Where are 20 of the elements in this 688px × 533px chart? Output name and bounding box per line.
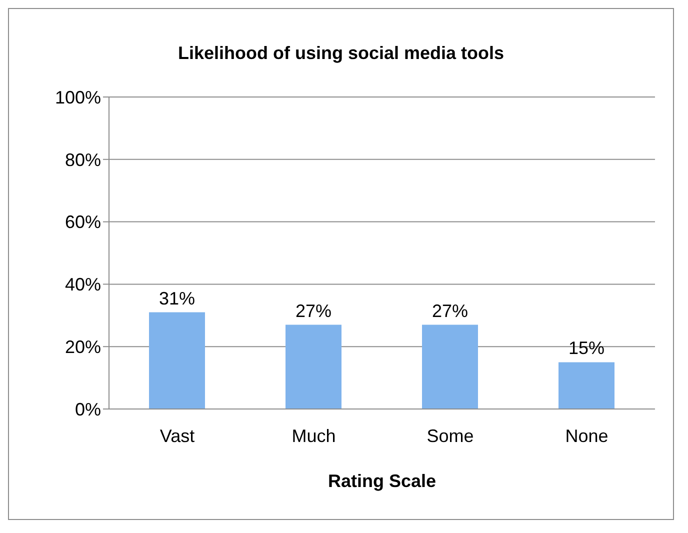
y-tick-label: 100% [54,87,101,108]
bar [422,324,478,409]
bar [558,362,614,409]
x-tick-label: Some [426,426,474,446]
data-label: 27% [432,300,468,321]
x-tick-label: Vast [160,426,195,446]
data-label: 27% [295,300,332,321]
bar [149,312,205,409]
y-tick-label: 60% [64,212,101,232]
x-axis-title: Rating Scale [328,471,436,491]
y-tick-label: 80% [64,150,101,170]
chart-title: Likelihood of using social media tools [176,43,506,64]
y-tick-label: 0% [74,399,101,420]
x-tick-label: Much [292,426,336,446]
y-tick-label: 20% [64,336,101,357]
x-tick-label: None [565,426,608,446]
data-label: 31% [158,288,196,308]
y-tick-label: 40% [64,274,101,295]
bar [286,324,342,409]
data-label: 15% [568,338,605,358]
